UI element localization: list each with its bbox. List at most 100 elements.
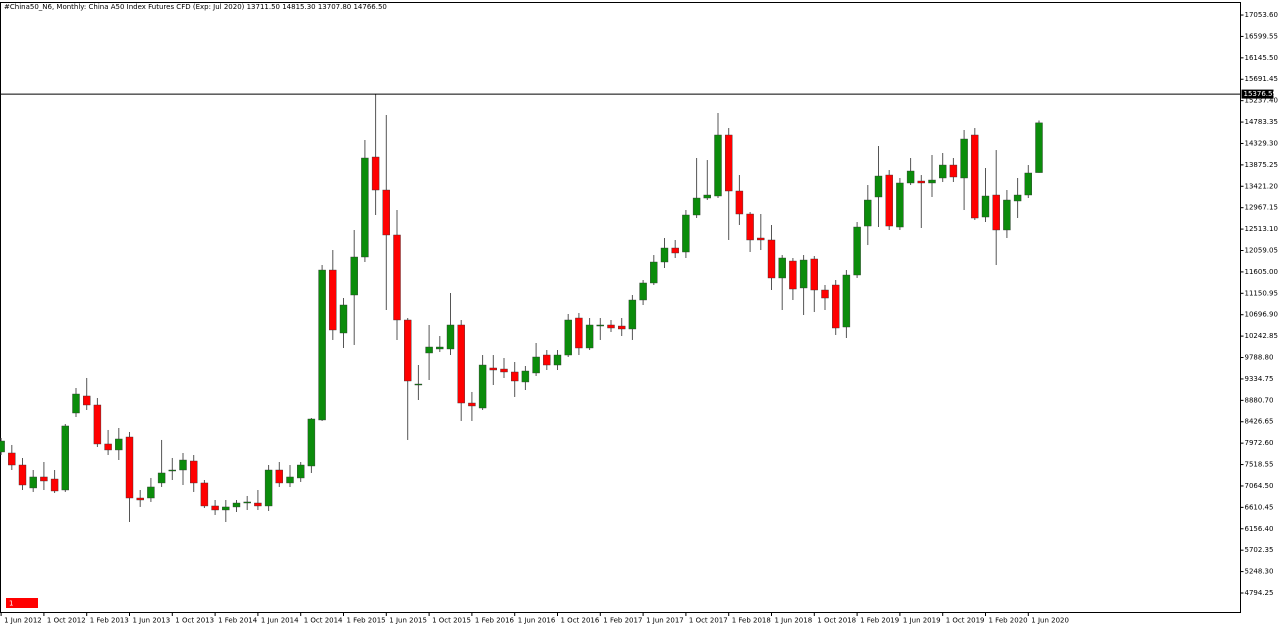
candle (971, 128, 979, 220)
candle (404, 318, 412, 440)
candle (564, 314, 572, 357)
candle-body (0, 440, 5, 453)
candle-body (125, 436, 134, 499)
candle-body (671, 247, 679, 254)
candle-body (468, 402, 476, 407)
x-tick-label: 1 Oct 2012 (47, 617, 86, 625)
candle (703, 160, 711, 201)
y-tick-label: 12967.15 (1245, 204, 1278, 212)
candle-body (489, 367, 497, 371)
candle (382, 115, 390, 310)
candle (8, 444, 16, 471)
candle-body (949, 164, 958, 178)
candle (607, 319, 615, 333)
candle-body (703, 194, 711, 199)
candle-body (297, 464, 305, 479)
candle-body (543, 354, 551, 366)
x-tick-label: 1 Feb 2017 (603, 617, 642, 625)
candle (254, 489, 262, 510)
candle-body (414, 383, 423, 386)
y-tick-label: 12059.05 (1245, 246, 1278, 254)
y-tick-label: 9788.80 (1245, 354, 1274, 362)
y-tick-label: 6156.40 (1245, 525, 1274, 533)
candle (896, 177, 904, 230)
x-tick-label: 1 Oct 2018 (817, 617, 856, 625)
candle-body (72, 393, 80, 414)
candle-body (222, 506, 230, 511)
candle (168, 457, 177, 480)
candle-body (393, 234, 401, 321)
candle-body (264, 469, 273, 507)
candle-body (928, 179, 936, 184)
candle (917, 175, 925, 229)
candle (596, 318, 604, 340)
y-tick-label: 15691.45 (1245, 75, 1278, 83)
candle-body (1024, 172, 1033, 196)
x-tick-label: 1 Jun 2019 (903, 617, 941, 625)
candle (307, 418, 316, 473)
candle (778, 255, 786, 310)
candle (1024, 165, 1033, 199)
candle-body (157, 472, 166, 484)
candle (72, 387, 80, 418)
x-tick-label: 1 Feb 2014 (218, 617, 258, 625)
candle (960, 129, 968, 211)
y-tick-label: 10242.85 (1245, 332, 1278, 340)
candle (714, 113, 722, 199)
candle (885, 170, 893, 230)
candle-body (104, 443, 112, 451)
candle-body (618, 325, 626, 330)
candle-body (147, 486, 155, 499)
candle-body (350, 256, 358, 296)
candle (275, 461, 283, 487)
candle (532, 342, 540, 376)
candle-body (1013, 194, 1022, 202)
x-tick-label: 1 Oct 2015 (432, 617, 471, 625)
y-tick-label: 10696.90 (1245, 311, 1278, 319)
y-tick-label: 13875.25 (1245, 161, 1278, 169)
badge[interactable]: 1 (6, 598, 38, 608)
candle (671, 239, 679, 258)
candle (436, 336, 444, 352)
candle-body (692, 197, 701, 216)
y-tick-label: 14329.30 (1245, 139, 1278, 147)
x-tick-label: 1 Feb 2013 (90, 617, 129, 625)
candle-body (307, 418, 316, 467)
candle (906, 158, 915, 186)
candle-body (585, 324, 594, 349)
candle-body (82, 395, 91, 406)
candle-body (682, 214, 690, 253)
y-tick-label: 4794.25 (1245, 589, 1274, 597)
candle (660, 238, 669, 268)
candle (810, 256, 818, 313)
candle-body (939, 164, 947, 179)
x-tick-label: 1 Oct 2014 (304, 617, 343, 625)
x-tick-label: 1 Jun 2012 (4, 617, 42, 625)
candle (425, 324, 433, 381)
x-tick-label: 1 Jun 2018 (775, 617, 813, 625)
candle-body (339, 304, 348, 334)
y-tick-label: 6610.45 (1245, 503, 1274, 511)
x-tick-label: 1 Jun 2017 (646, 617, 684, 625)
candle (361, 139, 369, 263)
y-tick-label: 7518.55 (1245, 461, 1274, 469)
candle (928, 155, 936, 197)
x-tick-label: 1 Oct 2013 (175, 617, 214, 625)
candle-body (93, 404, 102, 445)
candle (478, 355, 487, 410)
x-tick-label: 1 Feb 2018 (732, 617, 771, 625)
y-tick-label: 14783.35 (1245, 118, 1278, 126)
candle-body (404, 319, 412, 382)
candle-body (243, 501, 251, 504)
candle-body (29, 476, 37, 489)
candle (222, 499, 230, 523)
candle-body (874, 175, 883, 198)
y-tick-label: 11605.00 (1245, 268, 1278, 276)
candle-body (361, 157, 369, 258)
candle-body (639, 282, 647, 301)
x-tick-label: 1 Jun 2013 (133, 617, 171, 625)
candle (157, 439, 166, 487)
candle-body (1035, 122, 1043, 173)
candle-body (896, 182, 904, 228)
